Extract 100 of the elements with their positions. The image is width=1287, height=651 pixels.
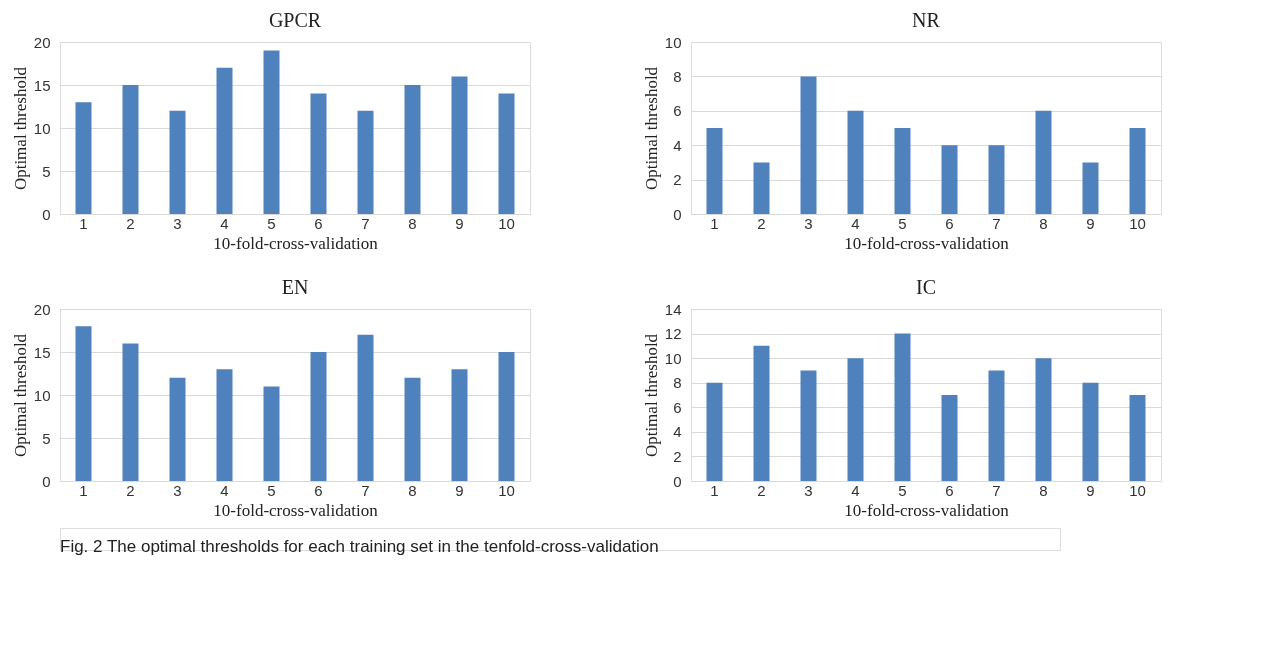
bar	[498, 352, 515, 481]
x-tick-label: 7	[361, 214, 370, 232]
y-tick-label: 10	[664, 33, 682, 51]
x-axis-title: 10-fold-cross-validation	[844, 500, 1010, 520]
x-tick-label: 3	[804, 214, 813, 232]
x-tick-label: 2	[126, 481, 135, 499]
x-tick-label: 4	[220, 214, 229, 232]
x-tick-label: 2	[757, 481, 766, 499]
y-tick-label: 4	[673, 423, 682, 441]
y-tick-label: 4	[673, 136, 682, 154]
bar	[310, 352, 327, 481]
y-tick-label: 0	[42, 472, 51, 490]
bar	[1082, 162, 1099, 214]
x-tick-label: 1	[710, 481, 719, 499]
y-tick-label: 12	[664, 325, 682, 343]
x-tick-label: 7	[992, 481, 1001, 499]
bar	[1082, 382, 1099, 481]
x-tick-label: 9	[455, 481, 464, 499]
x-tick-label: 3	[173, 481, 182, 499]
bar	[263, 386, 280, 481]
y-tick-label: 14	[664, 300, 682, 318]
x-tick-label: 10	[498, 481, 515, 499]
y-axis-title: Optimal threshold	[10, 66, 30, 191]
x-tick-label: 7	[361, 481, 370, 499]
bar	[122, 85, 139, 214]
x-tick-label: 5	[267, 481, 276, 499]
y-tick-label: 8	[673, 374, 682, 392]
bar	[800, 370, 817, 481]
x-tick-label: 10	[498, 214, 515, 232]
bar	[894, 333, 911, 481]
x-tick-label: 9	[1086, 214, 1095, 232]
x-tick-label: 5	[898, 481, 907, 499]
x-tick-label: 3	[804, 481, 813, 499]
bar	[169, 110, 186, 214]
x-tick-label: 4	[851, 214, 860, 232]
bar	[216, 369, 233, 481]
x-tick-label: 1	[710, 214, 719, 232]
bar	[1035, 358, 1052, 481]
x-tick-label: 5	[898, 214, 907, 232]
bar	[894, 128, 911, 214]
x-tick-label: 2	[126, 214, 135, 232]
x-tick-label: 8	[408, 214, 417, 232]
x-tick-label: 10	[1129, 214, 1146, 232]
y-tick-label: 2	[673, 171, 682, 189]
bar	[263, 50, 280, 214]
bar	[847, 110, 864, 214]
y-axis-title: Optimal threshold	[641, 333, 661, 458]
bar	[706, 128, 723, 214]
y-tick-label: 10	[664, 349, 682, 367]
bar	[169, 377, 186, 481]
y-tick-label: 15	[33, 343, 51, 361]
x-tick-label: 4	[220, 481, 229, 499]
y-tick-label: 20	[33, 33, 51, 51]
y-tick-label: 6	[673, 398, 682, 416]
y-axis-title: Optimal threshold	[641, 66, 661, 191]
x-axis-title: 10-fold-cross-validation	[213, 233, 379, 253]
x-tick-label: 6	[945, 481, 954, 499]
y-tick-label: 20	[33, 300, 51, 318]
bar	[404, 377, 421, 481]
y-tick-label: 0	[42, 205, 51, 223]
y-tick-label: 10	[33, 386, 51, 404]
y-tick-label: 2	[673, 447, 682, 465]
x-axis-title: 10-fold-cross-validation	[213, 500, 379, 520]
bar	[498, 93, 515, 214]
chart-title: NR	[912, 9, 941, 31]
bar	[988, 145, 1005, 214]
bar	[941, 145, 958, 214]
y-tick-label: 15	[33, 76, 51, 94]
y-tick-label: 5	[42, 162, 51, 180]
bar	[800, 76, 817, 214]
bar	[216, 67, 233, 214]
y-tick-label: 5	[42, 429, 51, 447]
x-tick-label: 1	[79, 481, 88, 499]
x-tick-label: 6	[945, 214, 954, 232]
y-tick-label: 0	[673, 205, 682, 223]
bar	[357, 110, 374, 214]
x-tick-label: 9	[455, 214, 464, 232]
bar	[1035, 110, 1052, 214]
bar	[941, 395, 958, 481]
x-tick-label: 10	[1129, 481, 1146, 499]
bar	[75, 326, 92, 481]
x-tick-label: 6	[314, 214, 323, 232]
x-tick-label: 5	[267, 214, 276, 232]
x-axis-title: 10-fold-cross-validation	[844, 233, 1010, 253]
y-tick-label: 6	[673, 102, 682, 120]
y-tick-label: 10	[33, 119, 51, 137]
y-tick-label: 8	[673, 67, 682, 85]
bar	[706, 382, 723, 481]
bar	[310, 93, 327, 214]
y-axis-title: Optimal threshold	[10, 333, 30, 458]
x-tick-label: 7	[992, 214, 1001, 232]
x-tick-label: 2	[757, 214, 766, 232]
y-tick-label: 0	[673, 472, 682, 490]
x-tick-label: 6	[314, 481, 323, 499]
x-tick-label: 1	[79, 214, 88, 232]
bar	[451, 76, 468, 214]
bar	[988, 370, 1005, 481]
x-tick-label: 8	[1039, 214, 1048, 232]
bar	[122, 343, 139, 481]
chart-title: EN	[281, 276, 309, 298]
